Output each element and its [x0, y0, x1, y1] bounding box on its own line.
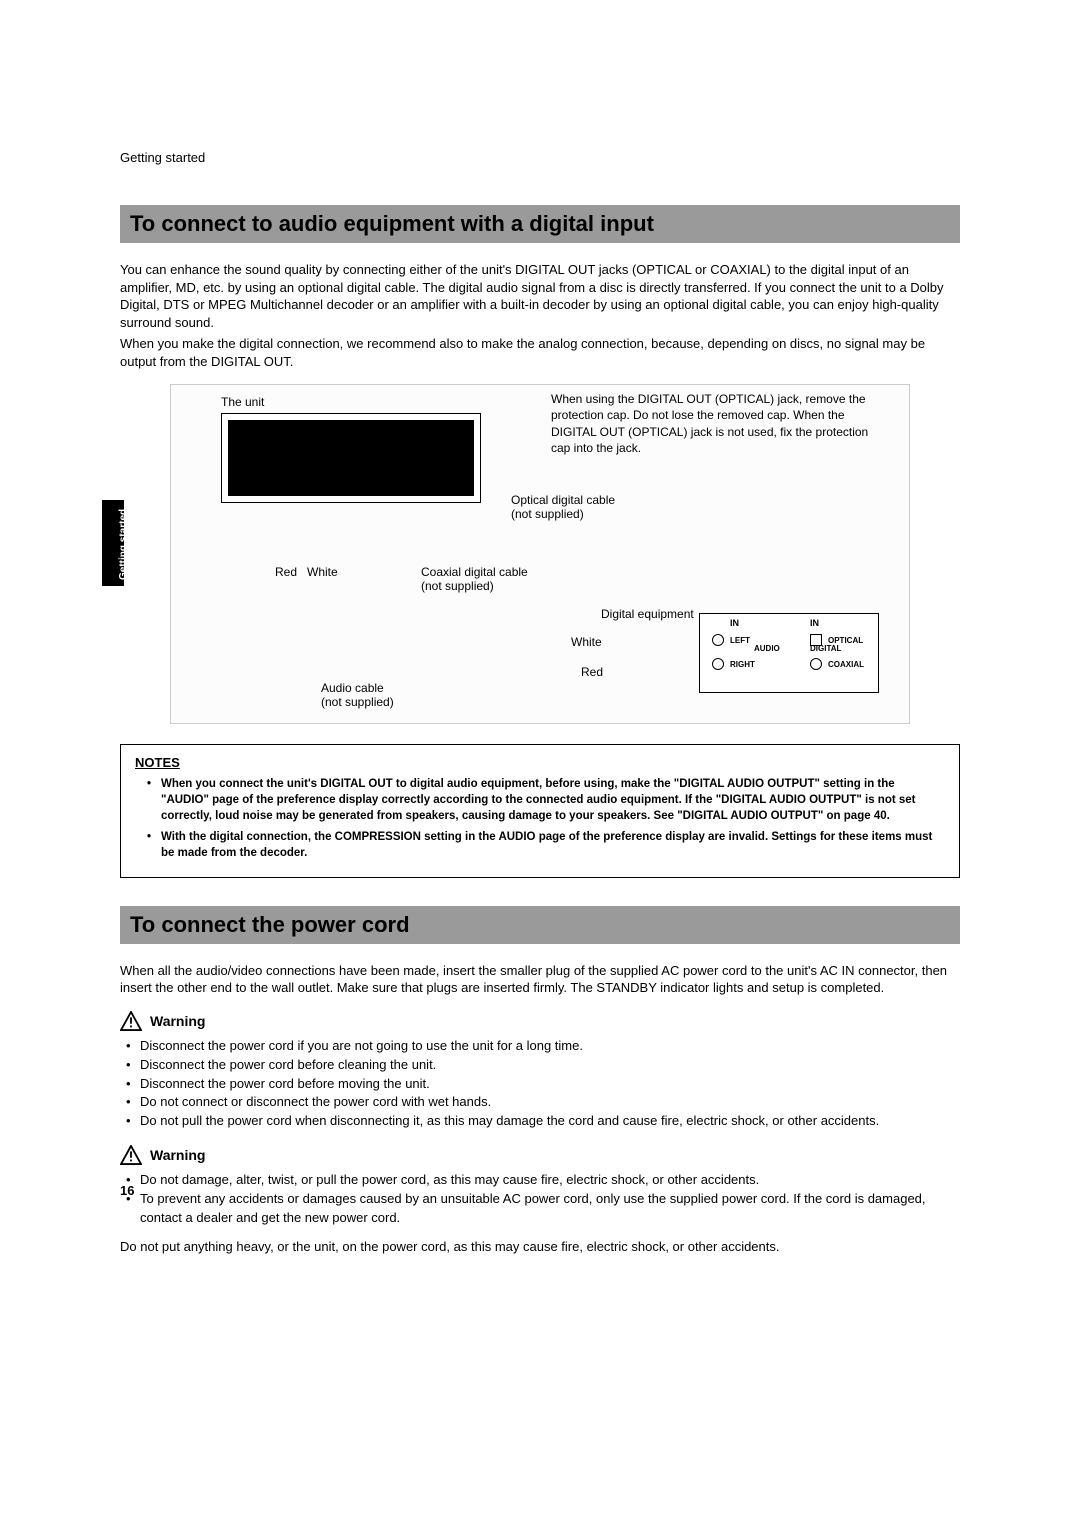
warning2-list: Do not damage, alter, twist, or pull the…: [120, 1171, 960, 1228]
notes-item: When you connect the unit's DIGITAL OUT …: [161, 776, 945, 824]
notes-box: NOTES When you connect the unit's DIGITA…: [120, 744, 960, 877]
section-heading-digital: To connect to audio equipment with a dig…: [120, 205, 960, 243]
right-label: RIGHT: [730, 660, 755, 669]
section1-para1: You can enhance the sound quality by con…: [120, 261, 960, 331]
warning-heading-1: Warning: [120, 1011, 960, 1031]
section2-para: When all the audio/video connections hav…: [120, 962, 960, 997]
optical-cap-note: When using the DIGITAL OUT (OPTICAL) jac…: [551, 391, 881, 456]
red-label-2: Red: [581, 665, 603, 679]
notes-title: NOTES: [135, 755, 945, 770]
page-number: 16: [120, 1183, 134, 1198]
white-label-2: White: [571, 635, 602, 649]
section-heading-power: To connect the power cord: [120, 906, 960, 944]
rca-jack-icon: [712, 634, 724, 646]
unit-label: The unit: [221, 395, 264, 409]
warning-item: Disconnect the power cord before moving …: [132, 1075, 960, 1094]
connection-diagram: The unit When using the DIGITAL OUT (OPT…: [170, 384, 910, 724]
warning-item: Disconnect the power cord before cleanin…: [132, 1056, 960, 1075]
warning-label: Warning: [150, 1147, 205, 1163]
coaxial-cable-label: Coaxial digital cable (not supplied): [421, 565, 528, 593]
warning-icon: [120, 1011, 142, 1031]
in-label-1: IN: [730, 618, 739, 628]
audio-label: AUDIO: [754, 644, 780, 653]
digital-equipment-label: Digital equipment: [601, 607, 694, 621]
notes-list: When you connect the unit's DIGITAL OUT …: [135, 776, 945, 860]
warning-label: Warning: [150, 1013, 205, 1029]
optical-cable-label: Optical digital cable (not supplied): [511, 493, 615, 521]
red-label-1: Red: [275, 565, 297, 579]
warning-heading-2: Warning: [120, 1145, 960, 1165]
audio-cable-label: Audio cable (not supplied): [321, 681, 394, 709]
warning-item: Disconnect the power cord if you are not…: [132, 1037, 960, 1056]
manual-page: Getting started To connect to audio equi…: [0, 0, 1080, 1316]
in-label-2: IN: [810, 618, 819, 628]
unit-panel-face: [228, 420, 474, 496]
notes-item: With the digital connection, the COMPRES…: [161, 829, 945, 861]
white-label-1: White: [307, 565, 338, 579]
digital-equipment-box: IN IN LEFT AUDIO RIGHT OPTICAL DIGITAL C…: [699, 613, 879, 693]
warning-icon: [120, 1145, 142, 1165]
coaxial-label: COAXIAL: [828, 660, 864, 669]
warning-item: Do not pull the power cord when disconne…: [132, 1112, 960, 1131]
optical-jack-icon: [810, 634, 822, 646]
unit-rear-panel: [221, 413, 481, 503]
running-head: Getting started: [120, 150, 960, 165]
warning-item: Do not connect or disconnect the power c…: [132, 1093, 960, 1112]
coaxial-jack-icon: [810, 658, 822, 670]
warning2-trailing: Do not put anything heavy, or the unit, …: [120, 1238, 960, 1257]
section1-para2: When you make the digital connection, we…: [120, 335, 960, 370]
warning-item: To prevent any accidents or damages caus…: [132, 1190, 960, 1228]
warning1-list: Disconnect the power cord if you are not…: [120, 1037, 960, 1131]
rca-jack-icon: [712, 658, 724, 670]
warning-item: Do not damage, alter, twist, or pull the…: [132, 1171, 960, 1190]
left-label: LEFT: [730, 636, 750, 645]
